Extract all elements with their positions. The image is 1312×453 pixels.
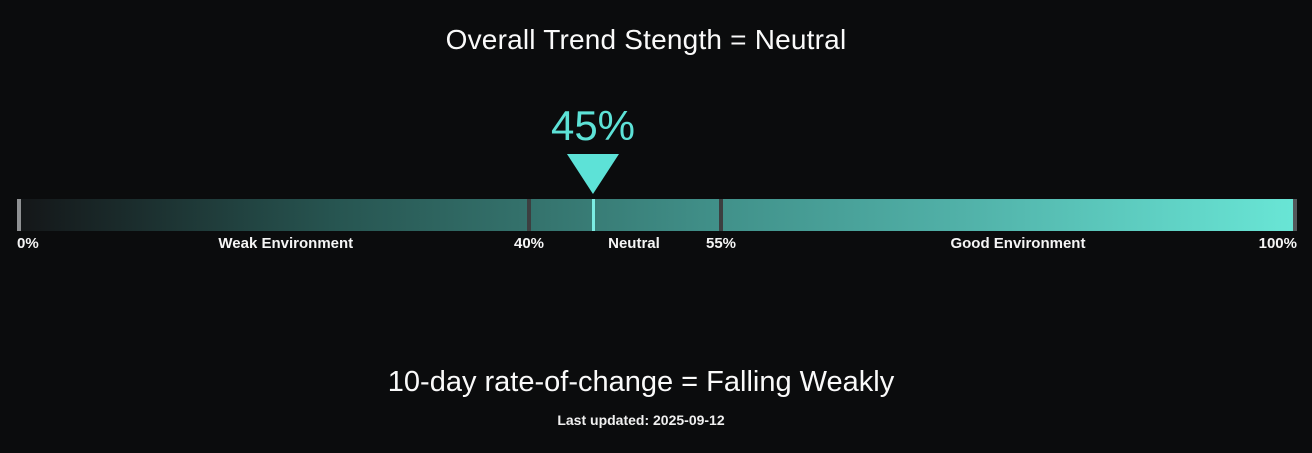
- gauge-tick-100: [1293, 199, 1297, 231]
- axis-label-neutral: Neutral: [608, 235, 660, 252]
- gauge-marker: 45%: [550, 102, 636, 195]
- gauge-tick-55: [719, 199, 723, 231]
- page-title: Overall Trend Stength = Neutral: [445, 24, 847, 55]
- gauge-current-value-line: [591, 199, 595, 231]
- axis-label-0: 0%: [17, 235, 39, 252]
- gauge-gradient-bar: [17, 199, 1297, 231]
- axis-label-55: 55%: [705, 235, 737, 252]
- axis-label-weak-environment: Weak Environment: [218, 235, 354, 252]
- gauge-tick-0: [17, 199, 21, 231]
- gauge-pointer-triangle-icon: [567, 154, 619, 195]
- gauge-tick-40: [527, 199, 531, 231]
- gauge-axis-labels: 0% Weak Environment 40% Neutral 55% Good…: [17, 235, 1297, 255]
- gauge-value-label: 45%: [550, 102, 636, 149]
- axis-label-good-environment: Good Environment: [950, 235, 1086, 252]
- gauge-marker-column: 45%: [17, 0, 1297, 200]
- axis-label-100: 100%: [1258, 235, 1297, 252]
- rate-of-change-subtitle: 10-day rate-of-change = Falling Weakly: [387, 366, 895, 398]
- gauge-bar-track: [17, 199, 1297, 231]
- axis-label-40: 40%: [513, 235, 545, 252]
- last-updated-text: Last updated: 2025-09-12: [557, 412, 725, 428]
